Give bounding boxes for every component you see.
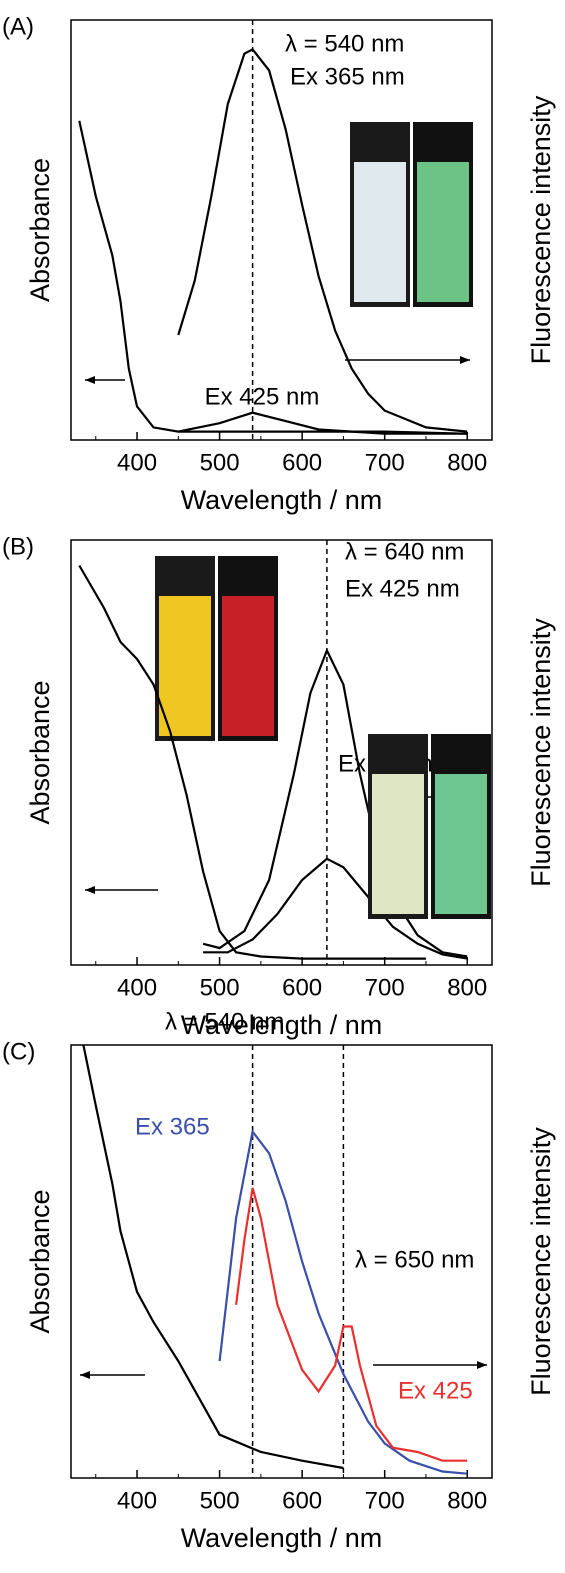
y-axis-label: Absorbance <box>25 680 55 824</box>
x-tick-label: 600 <box>282 449 322 476</box>
x-tick-label: 700 <box>365 974 405 1001</box>
annotation: λ = 650 nm <box>355 1246 474 1273</box>
y-axis-label: Absorbance <box>25 1189 55 1333</box>
curve <box>203 857 468 960</box>
x-tick-label: 400 <box>117 449 157 476</box>
annotation: Ex 365 <box>135 1113 210 1140</box>
plot-frame <box>70 19 493 441</box>
vial-liquid <box>372 774 424 914</box>
annotation: Ex 425 <box>398 1377 473 1404</box>
y2-axis-label: Fluorescence intensity <box>526 95 556 364</box>
x-tick-label: 500 <box>200 974 240 1001</box>
annotation: λ = 540 nm <box>285 30 404 57</box>
panel-label: (B) <box>2 533 34 560</box>
arrow-head <box>80 1371 90 1379</box>
plot-frame <box>70 1044 493 1479</box>
x-tick-label: 600 <box>282 974 322 1001</box>
x-tick-label: 400 <box>117 974 157 1001</box>
arrow-head <box>85 886 95 894</box>
curve <box>78 564 426 960</box>
curve <box>78 120 468 435</box>
vial-liquid <box>435 774 487 914</box>
x-tick-label: 700 <box>365 1487 405 1514</box>
x-axis-label: Wavelength / nm <box>181 485 383 515</box>
curve <box>235 1187 468 1462</box>
y-axis-label: Absorbance <box>25 158 55 302</box>
x-axis-label: Wavelength / nm <box>181 1523 383 1553</box>
y2-axis-label: Fluorescence intensity <box>526 1127 556 1396</box>
x-tick-label: 500 <box>200 1487 240 1514</box>
x-tick-label: 800 <box>447 449 487 476</box>
x-tick-label: 700 <box>365 449 405 476</box>
arrow-head <box>85 376 95 384</box>
annotation: Ex 425 nm <box>205 383 320 410</box>
plot-frame <box>70 539 493 966</box>
annotation: λ = 540 nm <box>165 1008 284 1035</box>
x-tick-label: 400 <box>117 1487 157 1514</box>
x-tick-label: 800 <box>447 1487 487 1514</box>
panel-label: (A) <box>2 13 34 40</box>
y2-axis-label: Fluorescence intensity <box>526 618 556 887</box>
vial-liquid <box>417 162 469 302</box>
panel-label: (C) <box>2 1038 35 1065</box>
arrow-head <box>460 356 470 364</box>
x-tick-label: 800 <box>447 974 487 1001</box>
curve <box>177 48 468 433</box>
curve <box>178 411 468 435</box>
annotation: Ex 425 nm <box>345 575 460 602</box>
vial-liquid <box>159 596 211 736</box>
annotation: Ex 365 nm <box>290 63 405 90</box>
x-tick-label: 500 <box>200 449 240 476</box>
x-axis-label: Wavelength / nm <box>181 1010 383 1040</box>
x-tick-label: 600 <box>282 1487 322 1514</box>
curve <box>82 1044 344 1470</box>
curve <box>202 647 468 958</box>
arrow-head <box>477 1361 487 1369</box>
vial-liquid <box>222 596 274 736</box>
annotation: λ = 640 nm <box>345 538 464 565</box>
vial-liquid <box>354 162 406 302</box>
curve <box>218 1128 468 1475</box>
